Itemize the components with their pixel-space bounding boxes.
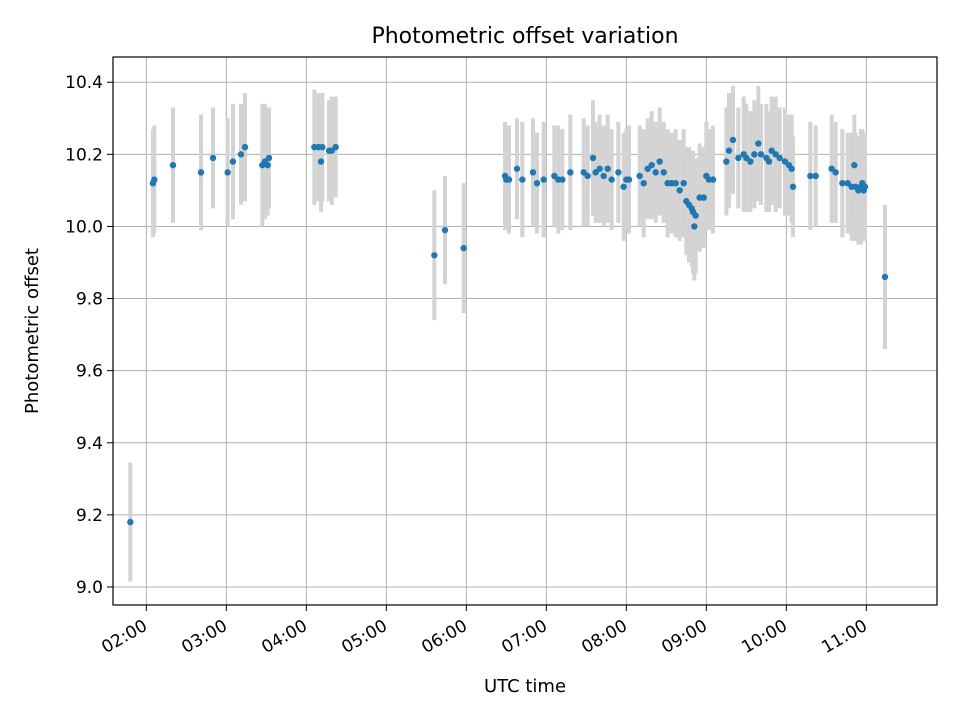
data-point: [747, 158, 754, 165]
data-point: [692, 212, 699, 219]
data-point: [505, 176, 513, 183]
data-point: [151, 176, 158, 183]
data-point: [519, 176, 526, 183]
data-point: [589, 154, 597, 162]
x-tick-label: 06:00: [418, 616, 470, 658]
y-axis-label: Photometric offset: [22, 248, 43, 414]
data-point: [608, 176, 615, 183]
data-point: [757, 151, 765, 158]
data-point: [224, 169, 231, 176]
data-point: [533, 179, 541, 187]
y-tick-label: 9.2: [76, 506, 103, 526]
data-point: [881, 273, 889, 281]
data-point: [596, 165, 603, 172]
data-point: [620, 183, 627, 190]
data-point: [640, 179, 647, 187]
y-tick-label: 9.8: [76, 290, 103, 310]
x-tick-label: 07:00: [498, 616, 550, 658]
x-tick-label: 10:00: [738, 616, 790, 658]
plot-frame: [112, 56, 938, 606]
data-point: [604, 165, 611, 172]
x-tick-label: 03:00: [178, 616, 230, 658]
data-point: [636, 172, 643, 180]
data-point: [812, 172, 819, 180]
y-tick-label: 9.6: [76, 362, 103, 382]
data-point: [319, 143, 326, 151]
data-point: [317, 158, 325, 165]
data-point: [652, 169, 659, 176]
data-point: [264, 161, 271, 169]
data-point: [197, 169, 205, 176]
data-point: [237, 151, 245, 158]
data-point: [441, 226, 449, 234]
data-point: [265, 154, 273, 162]
data-point: [723, 158, 730, 165]
data-point: [615, 169, 622, 176]
data-point: [680, 179, 687, 187]
y-tick-label: 10.0: [65, 217, 103, 237]
data-point: [660, 169, 667, 176]
data-point: [709, 176, 717, 183]
data-point: [691, 223, 698, 230]
data-point: [332, 143, 339, 151]
x-tick-label: 09:00: [658, 616, 710, 658]
x-tick-label: 04:00: [258, 616, 310, 658]
data-points: [127, 136, 889, 526]
x-tick-label: 08:00: [578, 616, 630, 658]
data-point: [765, 158, 773, 165]
data-point: [832, 169, 839, 176]
data-point: [169, 161, 177, 169]
data-point: [776, 154, 783, 162]
data-point: [789, 183, 797, 190]
data-point: [600, 172, 607, 180]
data-point: [229, 158, 237, 165]
data-point: [625, 176, 633, 183]
data-point: [648, 161, 655, 169]
data-point: [751, 151, 758, 158]
y-axis-ticks: 9.0 9.2 9.4 9.6 9.8 10.0 10.2 10.4: [65, 73, 113, 598]
data-point: [735, 154, 742, 162]
data-point: [656, 158, 663, 165]
data-point: [861, 183, 869, 190]
data-point: [755, 140, 762, 147]
data-point: [788, 165, 795, 172]
data-point: [431, 252, 438, 259]
data-point: [241, 143, 249, 151]
grid-lines: [113, 57, 937, 605]
data-point: [540, 176, 547, 183]
x-tick-label: 02:00: [98, 616, 150, 658]
data-point: [839, 179, 846, 187]
data-point: [559, 176, 566, 183]
data-point: [127, 518, 134, 526]
x-axis-ticks: 02:00 03:00 04:00 05:00 06:00 07:00 08:00 09:00…: [98, 605, 871, 658]
data-point: [529, 169, 537, 176]
x-tick-label: 11:00: [818, 616, 870, 658]
y-tick-label: 10.2: [65, 145, 103, 165]
data-point: [567, 169, 574, 176]
data-point: [807, 172, 814, 180]
data-point: [700, 194, 707, 201]
data-point: [209, 154, 217, 162]
data-point: [676, 187, 683, 194]
y-tick-label: 9.4: [76, 434, 103, 454]
chart-title: Photometric offset variation: [371, 24, 678, 49]
data-point: [513, 165, 521, 172]
data-point: [729, 136, 737, 144]
x-axis-label: UTC time: [484, 676, 566, 697]
data-point: [725, 147, 733, 154]
data-point: [851, 161, 858, 169]
data-point: [460, 244, 467, 252]
data-point: [672, 179, 679, 187]
x-tick-label: 05:00: [338, 616, 390, 658]
y-tick-label: 9.0: [76, 578, 103, 598]
data-point: [584, 172, 591, 180]
y-tick-label: 10.4: [65, 73, 103, 93]
